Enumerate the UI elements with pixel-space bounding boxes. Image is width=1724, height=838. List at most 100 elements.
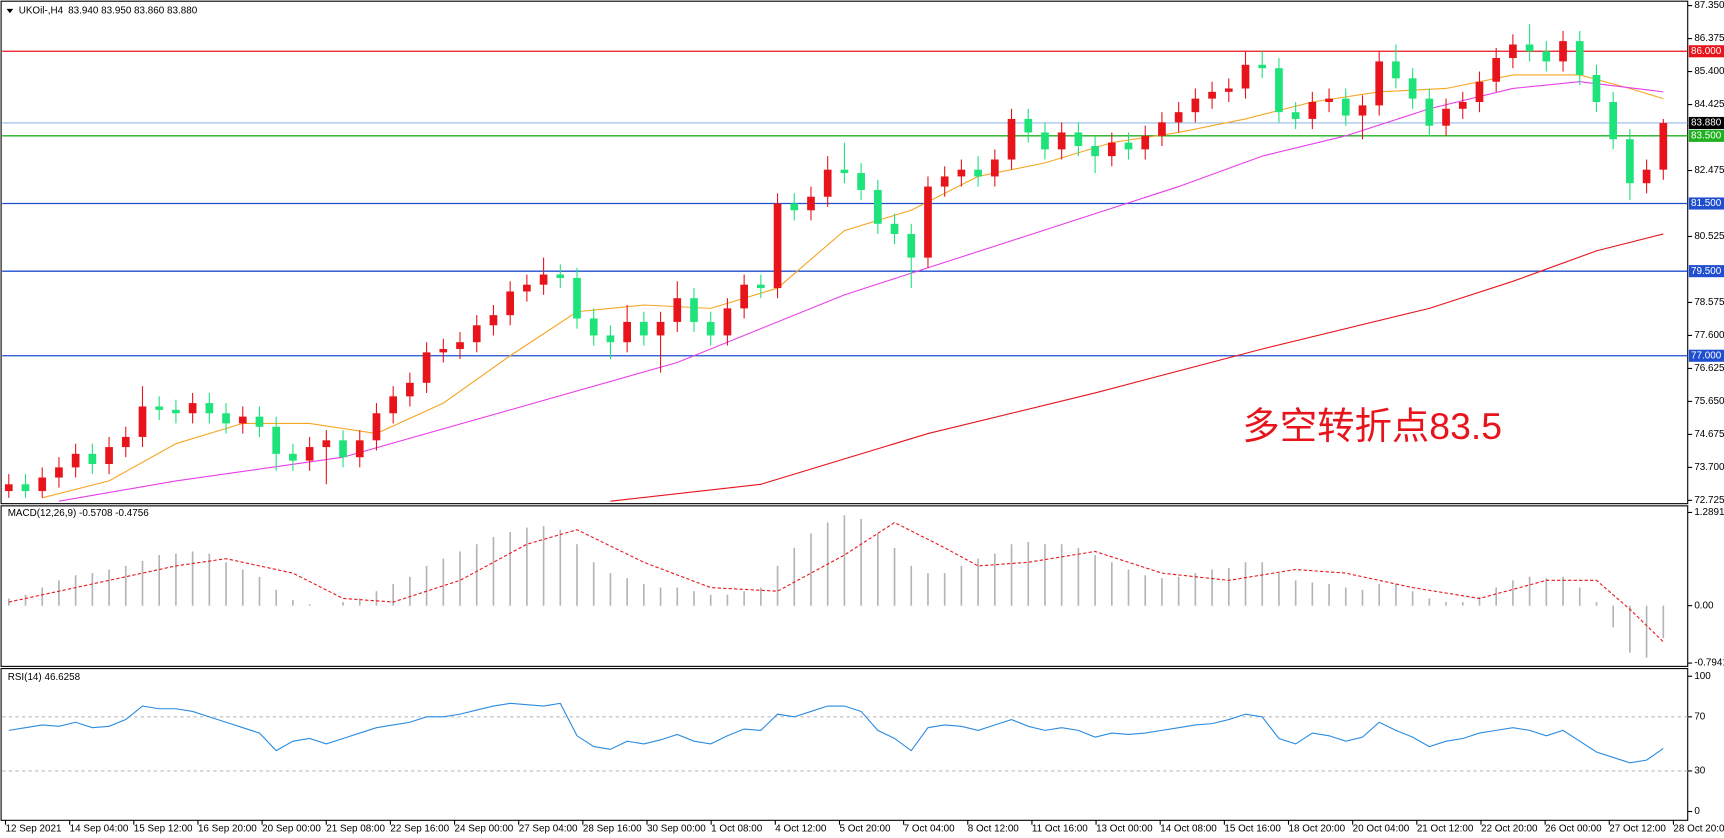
- x-tick-label: 1 Oct 08:00: [711, 824, 763, 835]
- y-tick-label: 85.400: [1694, 66, 1724, 77]
- candle-body: [222, 413, 230, 424]
- candle-body: [940, 176, 949, 187]
- y-tick-label: 77.600: [1694, 330, 1724, 341]
- candle-body: [924, 186, 932, 258]
- x-tick-label: 30 Sep 00:00: [647, 824, 706, 835]
- candle-body: [690, 298, 698, 322]
- candle-body: [1041, 132, 1049, 150]
- candle-body: [155, 406, 164, 410]
- candle-body: [523, 284, 531, 292]
- y-tick-label: 72.725: [1694, 495, 1724, 506]
- level-tag: [1688, 129, 1724, 142]
- x-tick-label: 20 Sep 00:00: [262, 824, 321, 835]
- candle-body: [957, 169, 966, 177]
- candle-body: [907, 233, 916, 258]
- candle-body: [573, 277, 581, 319]
- level-tag: [1688, 45, 1724, 58]
- candle-body: [1559, 41, 1567, 62]
- candle-body: [1341, 98, 1350, 116]
- level-tag: [1688, 349, 1724, 362]
- candle-body: [723, 308, 732, 336]
- y-tick-label: 100: [1694, 671, 1711, 682]
- candle-body: [305, 447, 314, 461]
- x-tick-label: 28 Sep 16:00: [583, 824, 642, 835]
- x-tick-label: 28 Oct 20:00: [1673, 824, 1724, 835]
- candle-body: [1224, 88, 1233, 92]
- candle-body: [439, 348, 448, 353]
- y-tick-label: 76.625: [1694, 363, 1724, 374]
- x-tick-label: 11 Oct 16:00: [1032, 824, 1088, 835]
- rsi-panel: [0, 668, 1689, 821]
- candle-body: [121, 436, 130, 448]
- candle-body: [21, 484, 30, 492]
- moving-average: [610, 233, 1664, 502]
- y-tick-label: 30: [1694, 766, 1705, 777]
- candle-body: [172, 409, 180, 414]
- candle-body: [1592, 74, 1601, 103]
- candle-body: [706, 321, 715, 336]
- candle-body: [840, 169, 849, 174]
- candle-body: [489, 315, 498, 326]
- candle-body: [1375, 61, 1384, 106]
- x-tick-label: 16 Sep 20:00: [198, 824, 257, 835]
- level-label: 79.500: [1691, 266, 1722, 277]
- candle-body: [1074, 132, 1083, 146]
- candle-body: [740, 284, 748, 309]
- candle-body: [289, 453, 297, 461]
- candle-body: [55, 467, 63, 478]
- x-tick-label: 4 Oct 12:00: [775, 824, 827, 835]
- candle-body: [1442, 108, 1450, 126]
- candle-body: [1124, 142, 1133, 150]
- candle-body: [188, 403, 197, 414]
- candle-body: [38, 477, 47, 492]
- x-tick-label: 18 Oct 20:00: [1289, 824, 1346, 835]
- x-tick-label: 5 Oct 20:00: [839, 824, 891, 835]
- level-label: 81.500: [1691, 198, 1722, 209]
- symbol-title: UKOil-,H4: [19, 6, 64, 17]
- candle-body: [673, 298, 682, 322]
- candle-body: [1575, 41, 1584, 75]
- candle-body: [606, 335, 615, 343]
- candle-body: [372, 413, 381, 441]
- candle-body: [422, 352, 431, 383]
- candle-body: [1258, 64, 1267, 69]
- candle-body: [389, 396, 398, 414]
- symbol-menu-icon[interactable]: [6, 8, 14, 14]
- x-tick-label: 24 Sep 00:00: [455, 824, 514, 835]
- candle-body: [1609, 102, 1618, 140]
- y-tick-label: 87.350: [1694, 0, 1724, 11]
- candle-body: [1208, 91, 1216, 99]
- candle-body: [472, 325, 481, 343]
- annotation: 多空转折点83.5: [1242, 405, 1502, 447]
- candle-body: [105, 447, 113, 464]
- y-tick-label: 80.525: [1694, 231, 1724, 242]
- candle-body: [1492, 58, 1501, 82]
- x-tick-label: 14 Sep 04:00: [70, 824, 129, 835]
- candle-body: [1191, 98, 1200, 113]
- candle-body: [873, 189, 882, 224]
- candle-body: [756, 284, 765, 289]
- price-panel: [0, 0, 1689, 505]
- candle-body: [1091, 145, 1099, 157]
- candle-body: [790, 203, 799, 211]
- candle-body: [656, 321, 665, 336]
- level-label: 83.500: [1691, 130, 1722, 141]
- candle-body: [1358, 105, 1367, 116]
- level-tag: [1688, 265, 1724, 278]
- candle-body: [1141, 135, 1150, 150]
- candle-body: [71, 453, 80, 468]
- candle-body: [4, 484, 13, 492]
- y-tick-label: 1.2891: [1694, 507, 1724, 518]
- candle-body: [623, 321, 631, 343]
- macd-panel: [0, 505, 1689, 667]
- candle-body: [857, 173, 865, 190]
- candle-body: [1408, 78, 1417, 99]
- macd-title: MACD(12,26,9) -0.5708 -0.4756: [8, 508, 150, 519]
- candle-body: [205, 403, 214, 414]
- x-tick-label: 21 Oct 12:00: [1417, 824, 1474, 835]
- y-tick-label: 84.425: [1694, 99, 1724, 110]
- y-tick-label: 78.575: [1694, 297, 1724, 308]
- y-tick-label: 0: [1694, 806, 1700, 817]
- candle-body: [823, 169, 832, 197]
- level-label: 77.000: [1691, 350, 1722, 361]
